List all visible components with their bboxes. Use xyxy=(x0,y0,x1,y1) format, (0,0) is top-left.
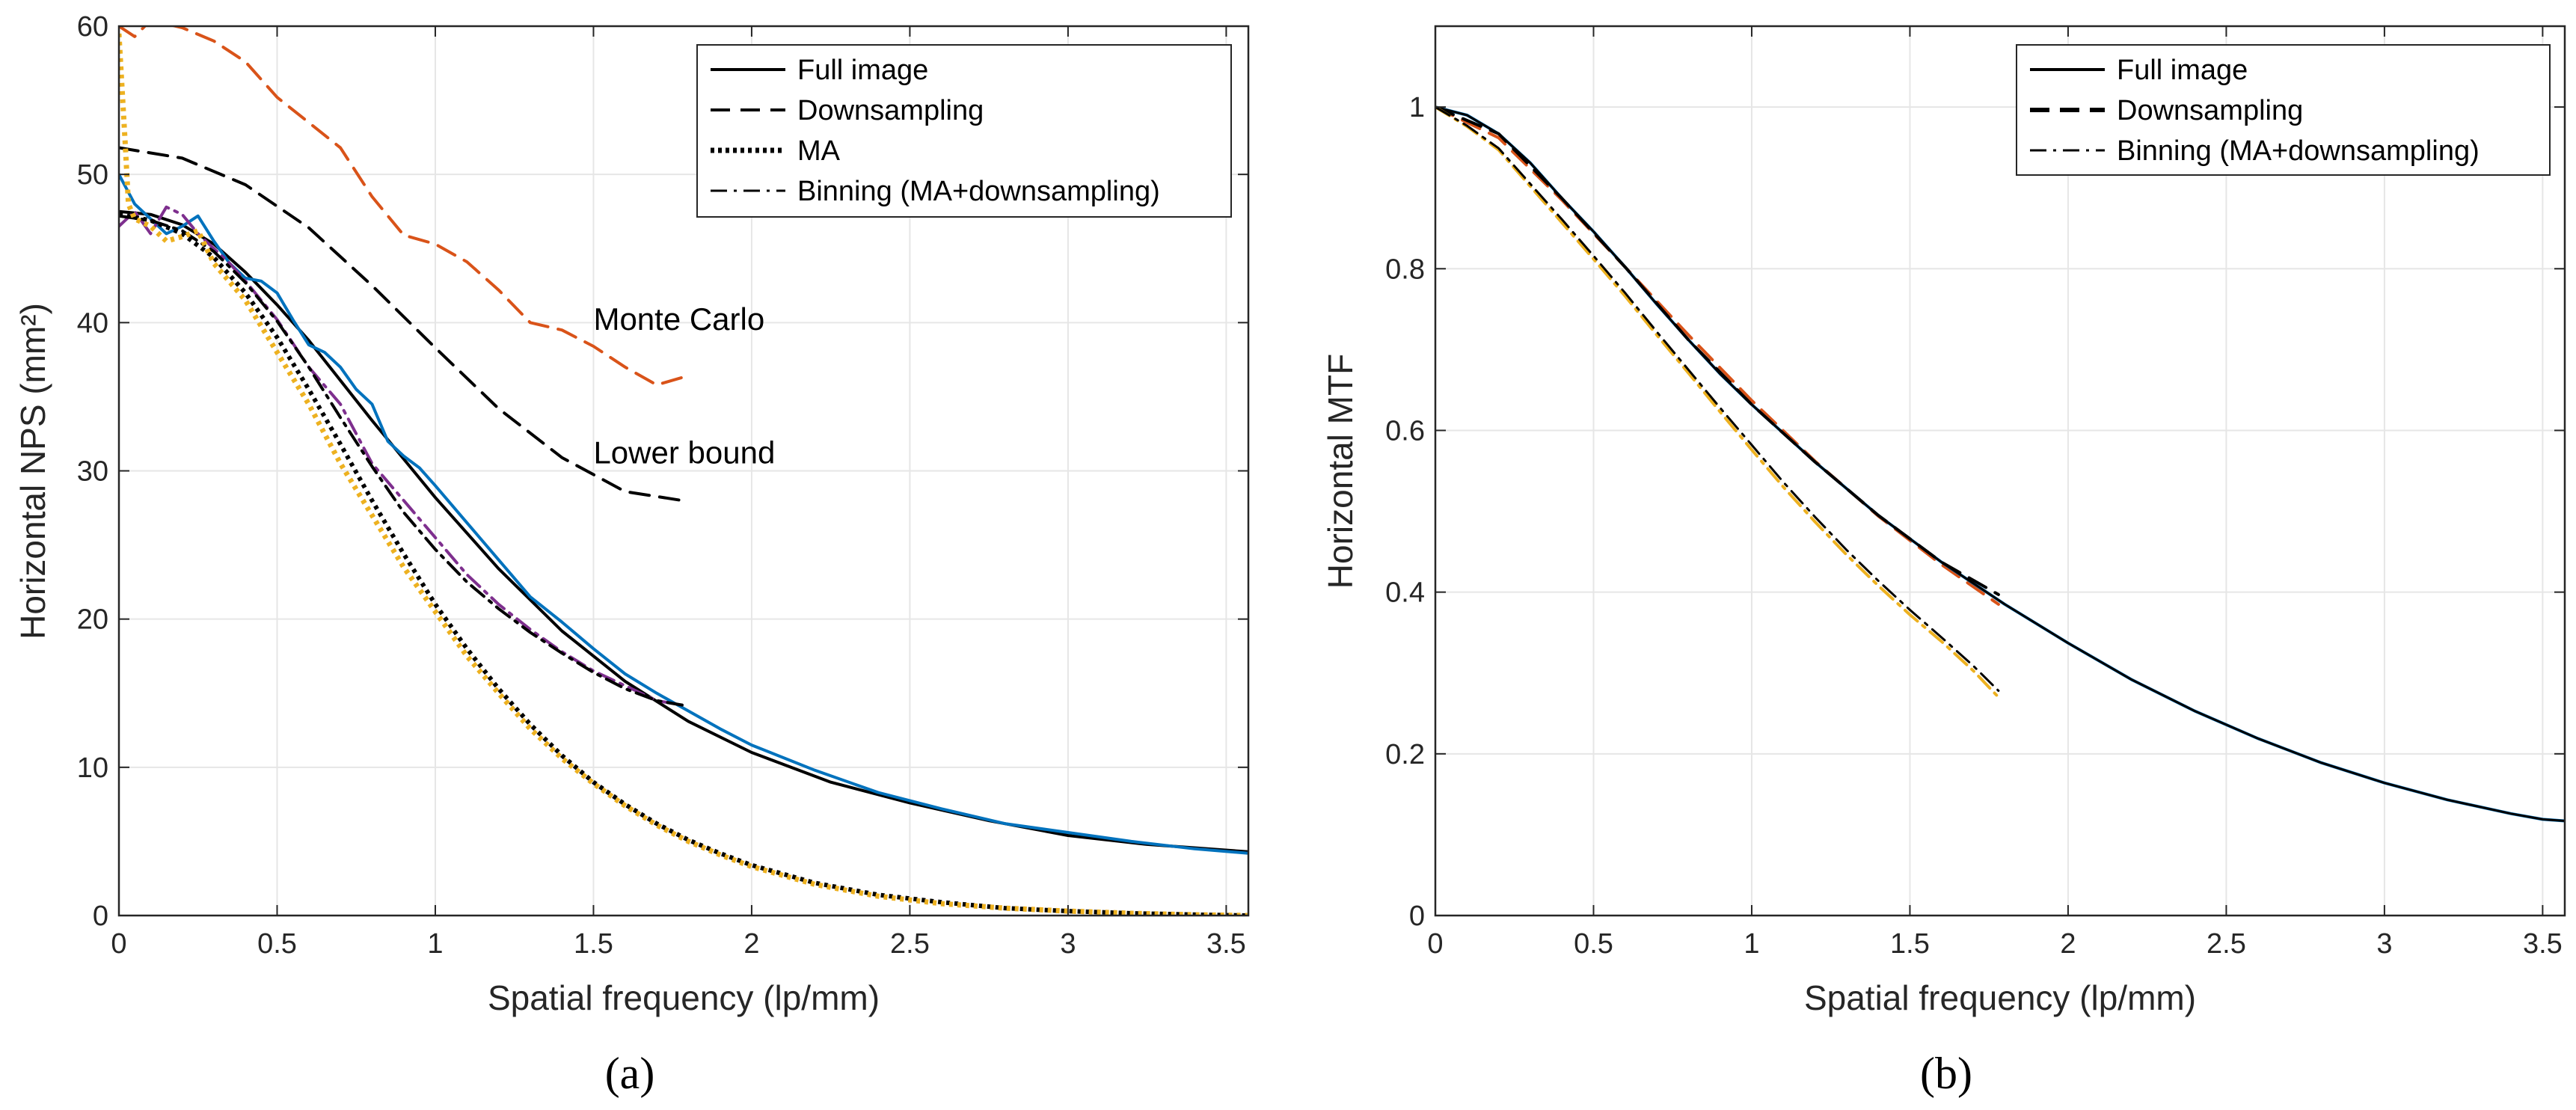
x-tick-label: 0.5 xyxy=(257,928,297,960)
x-tick-label: 0 xyxy=(111,928,126,960)
series-ma-monte-carlo xyxy=(119,33,1248,916)
legend: Full image Downsampling MA Binning (MA+d… xyxy=(696,44,1232,218)
y-tick-label: 10 xyxy=(77,752,108,784)
x-tick-label: 0 xyxy=(1427,928,1443,960)
y-tick-label: 1 xyxy=(1409,92,1425,123)
y-tick-label: 60 xyxy=(77,11,108,43)
x-axis-label: Spatial frequency (lp/mm) xyxy=(488,978,880,1017)
legend-label-binning: Binning (MA+downsampling) xyxy=(2117,135,2480,167)
x-tick-label: 1.5 xyxy=(574,928,613,960)
annotation-monte-carlo: Monte Carlo xyxy=(593,301,764,337)
y-tick-label: 0.4 xyxy=(1385,577,1425,609)
x-tick-label: 3 xyxy=(1060,928,1076,960)
legend-label-ma: MA xyxy=(797,135,841,167)
x-tick-label: 3.5 xyxy=(2523,928,2563,960)
series-downsampling-theory xyxy=(1435,105,2000,596)
legend: Full image Downsampling Binning (MA+down… xyxy=(2016,44,2551,176)
legend-label-full-image: Full image xyxy=(797,55,928,86)
series-binning-theory xyxy=(119,214,684,707)
ticks-layer: 0 0.5 1 1.5 2 2.5 3 3.5 0 10 20 30 40 50 60 xyxy=(77,11,1248,960)
x-tick-label: 0.5 xyxy=(1574,928,1613,960)
series-monte-carlo-downsampling xyxy=(119,26,684,387)
y-tick-label: 0 xyxy=(1409,901,1425,932)
caption-b: (b) xyxy=(1920,1049,1972,1098)
panel-a: 0 0.5 1 1.5 2 2.5 3 3.5 0 10 20 30 40 50 60 Monte Carl… xyxy=(13,11,1250,1098)
y-tick-label: 30 xyxy=(77,456,108,488)
x-tick-label: 3.5 xyxy=(1206,928,1246,960)
x-tick-label: 2.5 xyxy=(2207,928,2246,960)
y-axis-label: Horizontal MTF xyxy=(1321,354,1360,589)
caption-a: (a) xyxy=(605,1049,655,1098)
series-ma-theory xyxy=(119,212,1248,916)
grid-layer xyxy=(1435,26,2565,916)
ticks-layer: 0 0.5 1 1.5 2 2.5 3 3.5 0 0.2 0.4 0.6 0.8 1 xyxy=(1385,26,2565,960)
legend-box xyxy=(696,44,1232,218)
y-tick-label: 0.2 xyxy=(1385,739,1425,770)
series-layer xyxy=(119,26,1248,916)
legend-label-downsampling: Downsampling xyxy=(2117,95,2303,126)
legend-label-binning: Binning (MA+downsampling) xyxy=(797,176,1160,207)
y-tick-label: 50 xyxy=(77,159,108,191)
legend-box xyxy=(2016,44,2551,176)
x-tick-label: 1 xyxy=(1744,928,1759,960)
series-binning-monte-carlo xyxy=(1435,105,2000,699)
series-layer xyxy=(1435,105,2565,823)
x-tick-label: 2 xyxy=(743,928,759,960)
series-binning-theory xyxy=(1435,105,2000,692)
series-lower-bound-downsampling xyxy=(119,146,684,503)
axes-box xyxy=(1434,25,2566,917)
y-tick-label: 0.6 xyxy=(1385,415,1425,447)
series-full-image-monte-carlo xyxy=(119,173,1248,855)
legend-label-full-image: Full image xyxy=(2117,55,2248,86)
x-tick-label: 3 xyxy=(2376,928,2392,960)
x-axis-label: Spatial frequency (lp/mm) xyxy=(1804,978,2196,1017)
x-tick-label: 1.5 xyxy=(1890,928,1930,960)
y-tick-label: 0 xyxy=(93,901,108,932)
y-tick-label: 40 xyxy=(77,307,108,339)
y-axis-label: Horizontal NPS (mm²) xyxy=(13,303,52,640)
y-tick-label: 20 xyxy=(77,604,108,636)
x-tick-label: 1 xyxy=(427,928,443,960)
x-tick-label: 2 xyxy=(2060,928,2076,960)
x-tick-label: 2.5 xyxy=(890,928,930,960)
y-tick-label: 0.8 xyxy=(1385,254,1425,285)
panel-b: 0 0.5 1 1.5 2 2.5 3 3.5 0 0.2 0.4 0.6 0.8 1 Spatial f… xyxy=(1321,25,2566,1098)
legend-label-downsampling: Downsampling xyxy=(797,95,984,126)
annotation-lower-bound: Lower bound xyxy=(593,435,775,470)
